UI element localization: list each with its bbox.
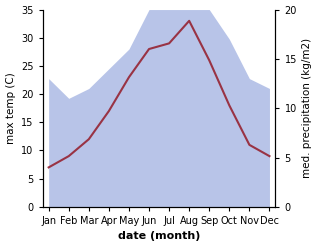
X-axis label: date (month): date (month) <box>118 231 200 242</box>
Y-axis label: max temp (C): max temp (C) <box>5 72 16 144</box>
Y-axis label: med. precipitation (kg/m2): med. precipitation (kg/m2) <box>302 38 313 178</box>
